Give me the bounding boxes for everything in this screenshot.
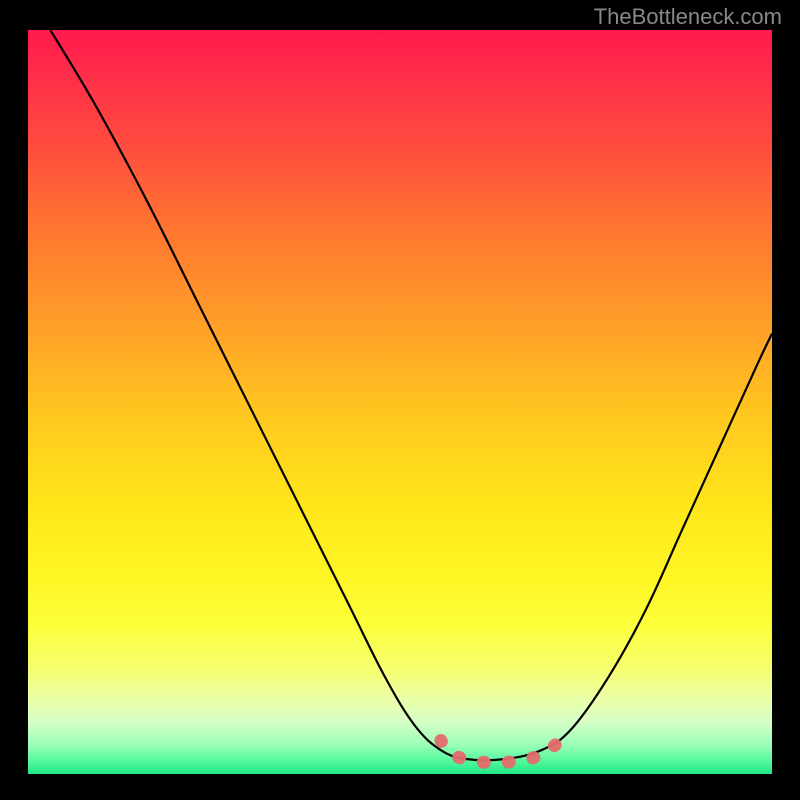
watermark-text: TheBottleneck.com xyxy=(594,4,782,30)
plot-gradient-area xyxy=(28,30,772,774)
chart-container: TheBottleneck.com xyxy=(0,0,800,800)
chart-svg xyxy=(0,0,800,800)
